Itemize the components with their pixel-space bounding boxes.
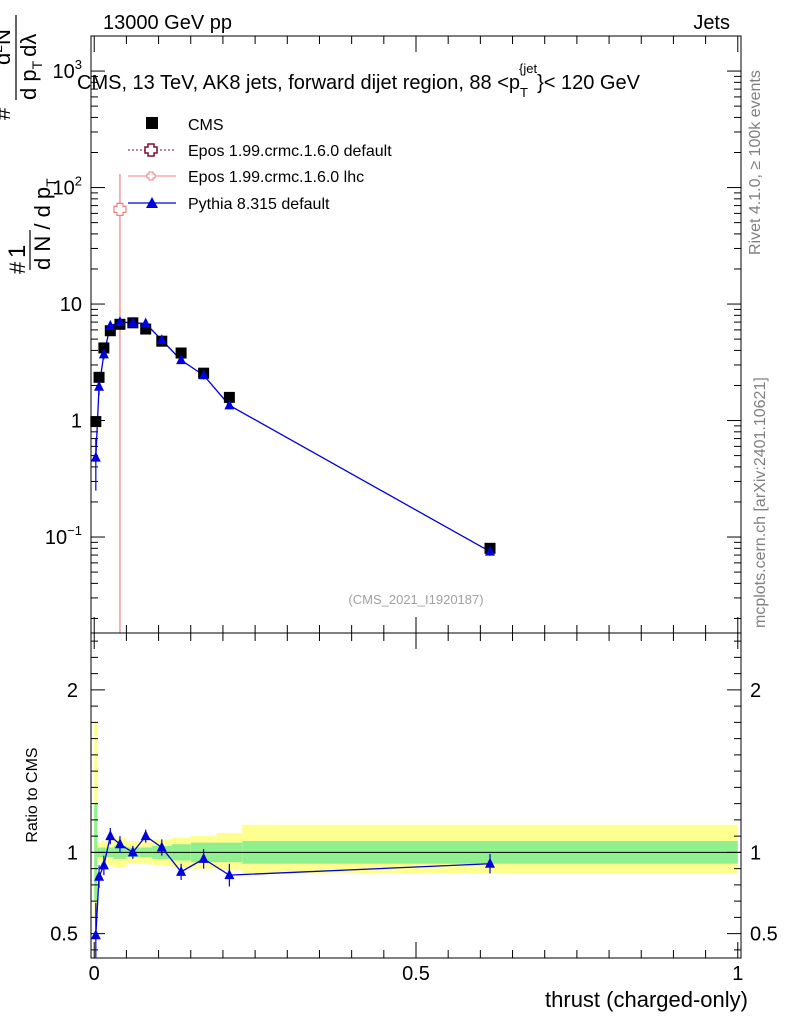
pythia-data-point (140, 317, 151, 328)
analysis-watermark: (CMS_2021_I1920187) (348, 592, 483, 607)
ylabel-hash-1: # (5, 261, 30, 274)
main-y-tick-label: 102 (53, 174, 82, 200)
pythia-data-point (156, 334, 167, 345)
pythia-data-point (90, 451, 101, 462)
ratio-y-tick-label-left: 0.5 (50, 924, 78, 946)
ratio-y-axis: 0.5 0.5 1 1 2 2 (50, 640, 778, 951)
legend-epos-lhc-marker (146, 171, 156, 181)
ylabel-num-1: 1 (4, 245, 31, 258)
ratio-pythia-point (224, 869, 235, 880)
ylabel-num-2: d2N (0, 29, 15, 65)
pythia-data-point (98, 348, 109, 359)
ratio-pythia-point (105, 830, 116, 841)
ratio-plot-frame (90, 632, 742, 959)
legend: CMS Epos 1.99.crmc.1.6.0 default Epos 1.… (128, 117, 392, 213)
pythia-data-point (94, 380, 105, 391)
ratio-pythia-point (176, 865, 187, 876)
mcplots-label: mcplots.cern.ch [arXiv:2401.10621] (752, 377, 769, 628)
legend-cms-label: CMS (188, 117, 224, 134)
ratio-pythia-point (114, 838, 125, 849)
pythia-data-point (105, 319, 116, 330)
main-plot-frame (90, 35, 742, 634)
energy-label: 13000 GeV pp (103, 12, 232, 34)
ratio-pythia-point (94, 870, 105, 881)
pythia-data-point (224, 399, 235, 410)
ylabel-den-1: d N / d pT (30, 178, 59, 270)
legend-pythia-marker (146, 197, 158, 208)
pythia-data-point (198, 369, 209, 380)
ratio-y-tick-label-right: 1 (750, 842, 761, 864)
ratio-x-tick-label: 1 (732, 963, 743, 985)
legend-epos-default-label: Epos 1.99.crmc.1.6.0 default (188, 143, 392, 160)
ratio-pythia-point (156, 841, 167, 852)
category-label: Jets (693, 12, 730, 34)
cms-data-point (93, 371, 105, 383)
ratio-y-axis-label: Ratio to CMS (24, 747, 41, 842)
cms-data-point (90, 416, 102, 428)
main-x-ticks (93, 36, 739, 633)
ratio-uncertainty-bands (91, 722, 741, 918)
main-y-tick-label: 103 (53, 57, 82, 83)
legend-cms-marker (146, 117, 158, 129)
main-y-tick-label: 10−1 (45, 523, 82, 549)
title-main: CMS, 13 TeV, AK8 jets, forward dijet reg… (77, 61, 641, 100)
main-y-axis-label: 1 d N / d pT # # d2N d pTdλ (0, 15, 59, 274)
plot-title: CMS, 13 TeV, AK8 jets, forward dijet reg… (77, 61, 641, 100)
ratio-x-tick-label: 0 (89, 963, 100, 985)
cms-data-point (223, 391, 235, 403)
legend-pythia-label: Pythia 8.315 default (188, 196, 330, 213)
cms-data-point (140, 323, 152, 335)
ratio-pythia-point (98, 859, 109, 870)
ratio-panel: 0.5 0.51 12 2 0 0.5 1 Ratio to CMS thrust (ch… (24, 632, 778, 1012)
cms-data-point (175, 347, 187, 359)
epos-lhc-point (113, 202, 127, 216)
pythia-data-point (176, 354, 187, 365)
legend-epos-lhc-label: Epos 1.99.crmc.1.6.0 lhc (188, 169, 364, 186)
ratio-x-axis: 0 0.5 1 (89, 633, 743, 985)
main-y-tick-label: 10 (60, 294, 82, 316)
ylabel-hash-2: # (0, 107, 15, 120)
ratio-pythia-point (90, 929, 101, 940)
ratio-data-layer (90, 828, 496, 958)
cms-data-point (98, 342, 110, 354)
ratio-y-tick-label-right: 2 (750, 680, 761, 702)
cms-data-point (104, 325, 116, 337)
ratio-pythia-point (140, 830, 151, 841)
ylabel-den-2: d pTdλ (16, 34, 45, 100)
ratio-pythia-point (198, 852, 209, 863)
pythia-data-point (485, 545, 496, 556)
pythia-data-point (114, 316, 125, 327)
pythia-data-point (127, 316, 138, 327)
ratio-pythia-point (127, 846, 138, 857)
rivet-version-label: Rivet 4.1.0, ≥ 100k events (747, 70, 764, 255)
main-data-layer (90, 174, 496, 633)
ratio-y-tick-label-left: 2 (67, 680, 78, 702)
ratio-pythia-point (485, 857, 496, 868)
legend-epos-default-marker (144, 143, 158, 157)
ratio-y-tick-label-right: 0.5 (750, 924, 778, 946)
pythia-line (95, 321, 491, 553)
main-y-tick-label: 1 (71, 411, 82, 433)
x-axis-label: thrust (charged-only) (545, 987, 748, 1012)
ratio-x-tick-label: 0.5 (402, 963, 430, 985)
ratio-y-tick-label-left: 1 (67, 842, 78, 864)
